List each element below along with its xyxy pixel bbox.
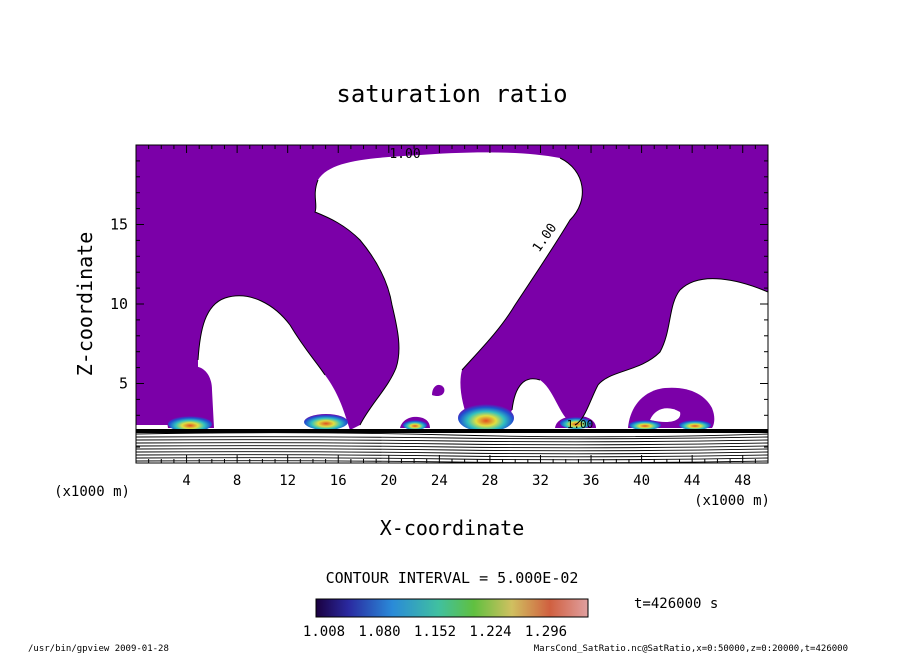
right-cloud-hole (650, 408, 681, 423)
plot-area: 1.00 1.00 1.00 (136, 145, 768, 463)
footer-right: MarsCond_SatRatio.nc@SatRatio,x=0:50000,… (534, 644, 848, 654)
colorbar-tick-label: 1.008 (303, 624, 345, 640)
x-tick-label: 36 (583, 473, 600, 489)
time-label: t=426000 s (634, 596, 718, 612)
left-cloud (166, 366, 214, 428)
contour-interval: CONTOUR INTERVAL = 5.000E-02 (326, 569, 579, 587)
core-2 (304, 414, 348, 430)
core-6 (629, 420, 661, 430)
colorbar-ticks: 1.008 1.080 1.152 1.224 1.296 (303, 624, 567, 640)
x-tick-label: 20 (380, 473, 397, 489)
x-tick-label: 4 (182, 473, 190, 489)
core-4 (458, 404, 514, 432)
x-ticks: 4 8 12 16 20 24 28 32 36 40 44 48 (148, 145, 756, 489)
colorbar-tick-label: 1.080 (358, 624, 400, 640)
supersaturated-region (136, 145, 768, 430)
blob-cloud (432, 384, 445, 397)
x-tick-label: 44 (684, 473, 701, 489)
x-tick-label: 24 (431, 473, 448, 489)
x-tick-label: 32 (532, 473, 549, 489)
core-3 (403, 420, 427, 430)
y-axis-label: Z-coordinate (73, 232, 97, 377)
colorbar (315, 598, 589, 618)
y-tick-label: 5 (119, 375, 128, 393)
contour-label-top: 1.00 (389, 147, 420, 162)
y-ticks: 5 10 15 (110, 160, 768, 448)
x-tick-label: 12 (279, 473, 296, 489)
colorbar-tick-label: 1.296 (525, 624, 567, 640)
core-5 (560, 417, 592, 429)
x-units-right: (x1000 m) (694, 493, 770, 509)
colorbar-tick-label: 1.224 (469, 624, 511, 640)
contour-label-low: 1.00 (567, 418, 594, 431)
y-tick-label: 15 (110, 216, 128, 234)
chart-title: saturation ratio (336, 80, 567, 108)
x-tick-label: 8 (233, 473, 241, 489)
x-axis-label: X-coordinate (380, 516, 525, 540)
right-cloud (628, 387, 715, 428)
x-tick-label: 48 (734, 473, 751, 489)
colorbar-tick-label: 1.152 (414, 624, 456, 640)
core-7 (679, 420, 711, 430)
x-tick-label: 16 (330, 473, 347, 489)
x-tick-label: 28 (481, 473, 498, 489)
core-1 (168, 416, 212, 432)
y-tick-label: 10 (110, 295, 128, 313)
x-units-left: (x1000 m) (54, 484, 130, 500)
footer-left: /usr/bin/gpview 2009-01-28 (28, 644, 169, 654)
x-tick-label: 40 (633, 473, 650, 489)
